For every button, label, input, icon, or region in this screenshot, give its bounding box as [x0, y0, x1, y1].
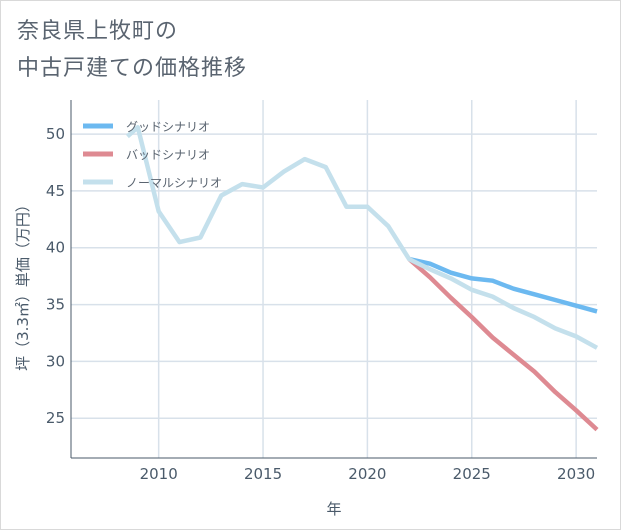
axes: 2010 2015 2020 2025 2030 25 30 35 40 45 50 年 坪（3.3㎡）… — [14, 100, 597, 518]
series-line — [407, 257, 599, 432]
y-axis-title: 坪（3.3㎡）単価（万円） — [14, 197, 32, 371]
y-tick-label: 50 — [46, 125, 65, 143]
series-line — [125, 125, 599, 350]
x-tick-label: 2030 — [557, 465, 595, 483]
legend-label: バッドシナリオ — [126, 148, 210, 162]
x-tick-label: 2010 — [140, 465, 178, 483]
legend-label: グッドシナリオ — [126, 120, 210, 134]
series-line — [408, 256, 598, 314]
x-axis-title: 年 — [326, 500, 341, 518]
chart-title: 奈良県上牧町の 中古戸建ての価格推移 — [17, 19, 248, 81]
y-tick-label: 25 — [46, 409, 65, 427]
y-tick-label: 40 — [46, 239, 65, 257]
x-tick-label: 2015 — [244, 465, 282, 483]
x-tick-label: 2025 — [453, 465, 491, 483]
y-tick-label: 35 — [46, 296, 65, 314]
series-lines — [125, 125, 599, 432]
legend-label: ノーマルシナリオ — [126, 176, 222, 190]
y-tick-label: 30 — [46, 352, 65, 370]
x-tick-label: 2020 — [348, 465, 386, 483]
y-tick-label: 45 — [46, 182, 65, 200]
